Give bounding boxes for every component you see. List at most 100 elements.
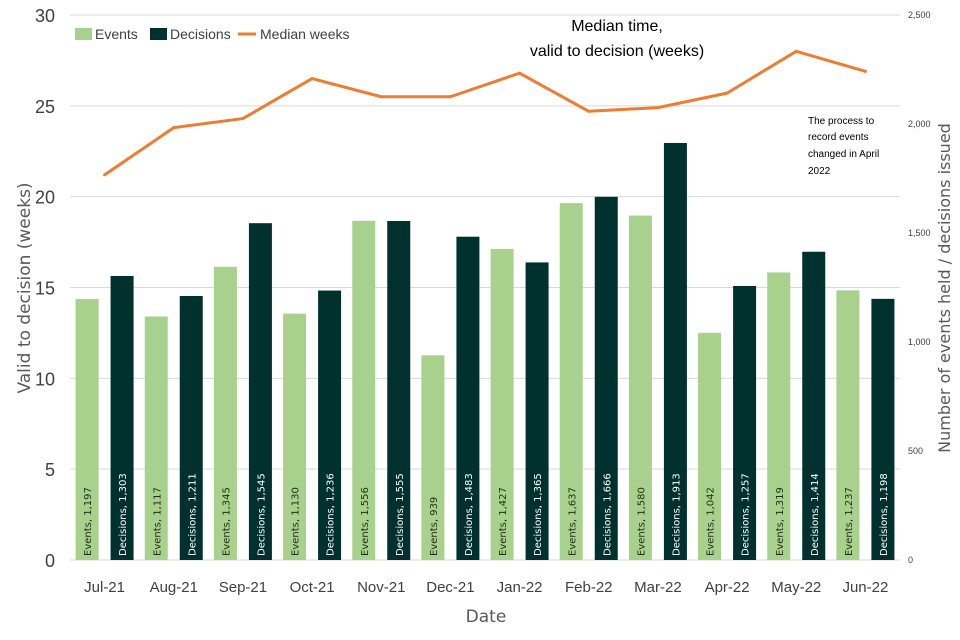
data-label-events-4: Events, 1,556 [360, 487, 371, 556]
bar-decisions-11 [871, 298, 895, 560]
data-label-decisions-11: Decisions, 1,198 [879, 473, 890, 556]
x-tick-label-0: Jul-21 [84, 579, 125, 596]
median-point-9 [725, 91, 729, 95]
x-tick-label-8: Mar-22 [634, 579, 682, 596]
x-tick-label-4: Nov-21 [357, 579, 405, 596]
x-tick-label-2: Sep-21 [219, 579, 267, 596]
legend-label-decisions: Decisions [170, 26, 231, 42]
bar-decisions-10 [802, 251, 826, 561]
y-tick-label-3: 15 [35, 279, 55, 299]
data-label-events-6: Events, 1,427 [498, 487, 509, 556]
y2-tick-label-1: 500 [908, 446, 923, 456]
median-weeks-line [103, 49, 866, 177]
bar-events-8 [628, 215, 652, 560]
bar-decisions-4 [387, 221, 411, 560]
x-tick-label-10: May-22 [771, 579, 821, 596]
y-tick-label-0: 0 [45, 551, 55, 571]
data-label-decisions-10: Decisions, 1,414 [810, 473, 821, 556]
median-point-8 [656, 106, 660, 110]
data-label-decisions-4: Decisions, 1,555 [395, 473, 406, 556]
data-label-decisions-8: Decisions, 1,913 [671, 473, 682, 556]
legend-label-median: Median weeks [260, 26, 350, 42]
y-tick-label-1: 5 [45, 460, 55, 480]
legend-swatch-events [75, 28, 92, 40]
data-label-events-7: Events, 1,637 [567, 487, 578, 556]
median-point-10 [794, 49, 798, 53]
x-tick-label-7: Feb-22 [565, 579, 613, 596]
bar-events-11 [836, 290, 860, 560]
y-tick-label-2: 10 [35, 369, 55, 389]
data-label-events-5: Events, 939 [429, 497, 440, 556]
bar-decisions-8 [663, 142, 687, 560]
chart-title-line-1: Median time, [571, 18, 663, 35]
gridlines [70, 14, 900, 561]
y2-tick-label-0: 0 [908, 555, 913, 565]
y-tick-label-4: 20 [35, 188, 55, 208]
x-tick-label-6: Jan-22 [497, 579, 543, 596]
bars [75, 142, 895, 561]
bar-data-labels: Events, 1,197 Events, 1,117 Events, 1,345 E… [83, 473, 890, 556]
bar-decisions-7 [594, 196, 618, 560]
median-line [103, 49, 867, 177]
annotation-line-1: The process to [808, 116, 875, 127]
data-label-decisions-6: Decisions, 1,365 [533, 473, 544, 556]
x-tick-label-3: Oct-21 [290, 579, 335, 596]
bar-events-5 [421, 355, 445, 560]
data-label-decisions-7: Decisions, 1,666 [602, 473, 613, 556]
legend-swatch-decisions [150, 28, 167, 40]
median-point-4 [379, 95, 383, 99]
bar-events-2 [213, 266, 237, 560]
y2-axis-title: Number of events held / decisions issued [935, 123, 954, 453]
bar-decisions-6 [525, 262, 549, 560]
bar-decisions-9 [733, 285, 757, 560]
bar-decisions-2 [248, 223, 272, 560]
x-axis-title: Date [466, 607, 507, 627]
x-tick-label-11: Jun-22 [842, 579, 888, 596]
y-axis-title: Valid to decision (weeks) [15, 182, 35, 393]
annotation-line-4: 2022 [808, 166, 831, 177]
data-label-decisions-2: Decisions, 1,545 [256, 473, 267, 556]
chart-title-line-2: valid to decision (weeks) [530, 43, 704, 60]
data-label-events-8: Events, 1,580 [636, 487, 647, 556]
median-point-11 [863, 69, 867, 73]
x-tick-label-5: Dec-21 [426, 579, 474, 596]
median-point-7 [587, 109, 591, 113]
y2-tick-label-4: 2,000 [908, 119, 931, 129]
median-point-6 [518, 71, 522, 75]
annotation-line-3: changed in April [808, 149, 879, 160]
y2-tick-label-5: 2,500 [908, 10, 931, 20]
data-label-decisions-3: Decisions, 1,236 [326, 473, 337, 556]
bar-events-6 [490, 248, 514, 560]
y-tick-label-6: 30 [35, 6, 55, 26]
bar-events-1 [144, 316, 168, 560]
data-label-events-2: Events, 1,345 [221, 487, 232, 556]
data-label-events-1: Events, 1,117 [152, 487, 163, 556]
y-tick-label-5: 25 [35, 97, 55, 117]
data-label-events-11: Events, 1,237 [844, 487, 855, 556]
median-point-1 [172, 126, 176, 130]
x-tick-label-9: Apr-22 [705, 579, 750, 596]
data-label-decisions-1: Decisions, 1,211 [187, 473, 198, 556]
legend-label-events: Events [95, 26, 138, 42]
median-point-3 [310, 77, 314, 81]
bar-events-10 [767, 272, 791, 560]
median-point-5 [448, 95, 452, 99]
bar-events-0 [75, 299, 99, 560]
bar-events-4 [352, 220, 376, 561]
bar-decisions-1 [179, 296, 203, 560]
data-label-events-3: Events, 1,130 [291, 487, 302, 556]
data-label-decisions-9: Decisions, 1,257 [741, 473, 752, 556]
x-tick-label-1: Aug-21 [150, 579, 198, 596]
median-point-0 [103, 173, 107, 177]
secondary-y-ticks: 0 500 1,000 1,500 2,000 2,500 [908, 10, 931, 565]
x-ticks: Jul-21 Aug-21 Sep-21 Oct-21 Nov-21 Dec-21 Jan-… [84, 579, 888, 596]
bar-events-3 [283, 313, 307, 560]
legend: Events Decisions Median weeks [75, 26, 350, 42]
bar-decisions-0 [110, 275, 134, 560]
bar-decisions-5 [456, 236, 480, 560]
bar-events-9 [698, 332, 722, 560]
bar-decisions-3 [318, 290, 342, 560]
annotation-line-2: record events [808, 132, 869, 143]
data-label-events-0: Events, 1,197 [83, 487, 94, 556]
